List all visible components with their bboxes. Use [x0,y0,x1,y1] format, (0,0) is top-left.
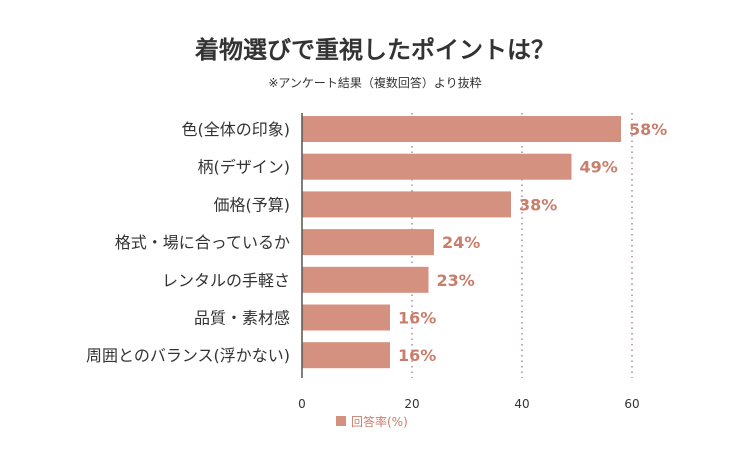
legend: 回答率(%) [336,414,408,429]
data-label: 58% [629,120,667,139]
legend-swatch [336,416,346,426]
category-label: 周囲とのバランス(浮かない) [86,346,290,365]
data-label: 38% [519,195,557,214]
category-label: 品質・素材感 [194,309,290,328]
bars [302,116,621,369]
bar [302,342,390,369]
legend-label: 回答率(%) [351,414,408,429]
bar [302,191,511,218]
category-label: 色(全体の印象) [182,120,291,139]
x-tick-labels: 0 20 40 60 [298,397,639,411]
category-label: 格式・場に合っているか [115,233,290,252]
category-label: 価格(予算) [214,195,291,214]
x-tick-label: 0 [298,397,306,411]
bar [302,229,434,256]
category-labels: 色(全体の印象) 柄(デザイン) 価格(予算) 格式・場に合っているかレンタルの手軽さ… [86,120,290,365]
bar [302,153,572,180]
data-label: 23% [437,271,475,290]
data-labels: 58%49%38%24%23%16%16% [398,120,667,365]
category-label: 柄(デザイン) [198,158,291,177]
bar [302,116,621,142]
category-label: レンタルの手軽さ [162,271,290,290]
x-tick-label: 40 [514,397,529,411]
x-tick-label: 60 [624,397,639,411]
bar [302,266,429,293]
data-label: 16% [398,346,436,365]
data-label: 16% [398,309,436,328]
chart-title: 着物選びで重視したポイントは？ [195,36,555,64]
data-label: 24% [442,233,480,252]
x-tick-label: 20 [404,397,419,411]
data-label: 49% [580,158,618,177]
bar [302,304,390,331]
chart-subtitle: ※アンケート結果（複数回答）より抜粋 [268,75,481,90]
